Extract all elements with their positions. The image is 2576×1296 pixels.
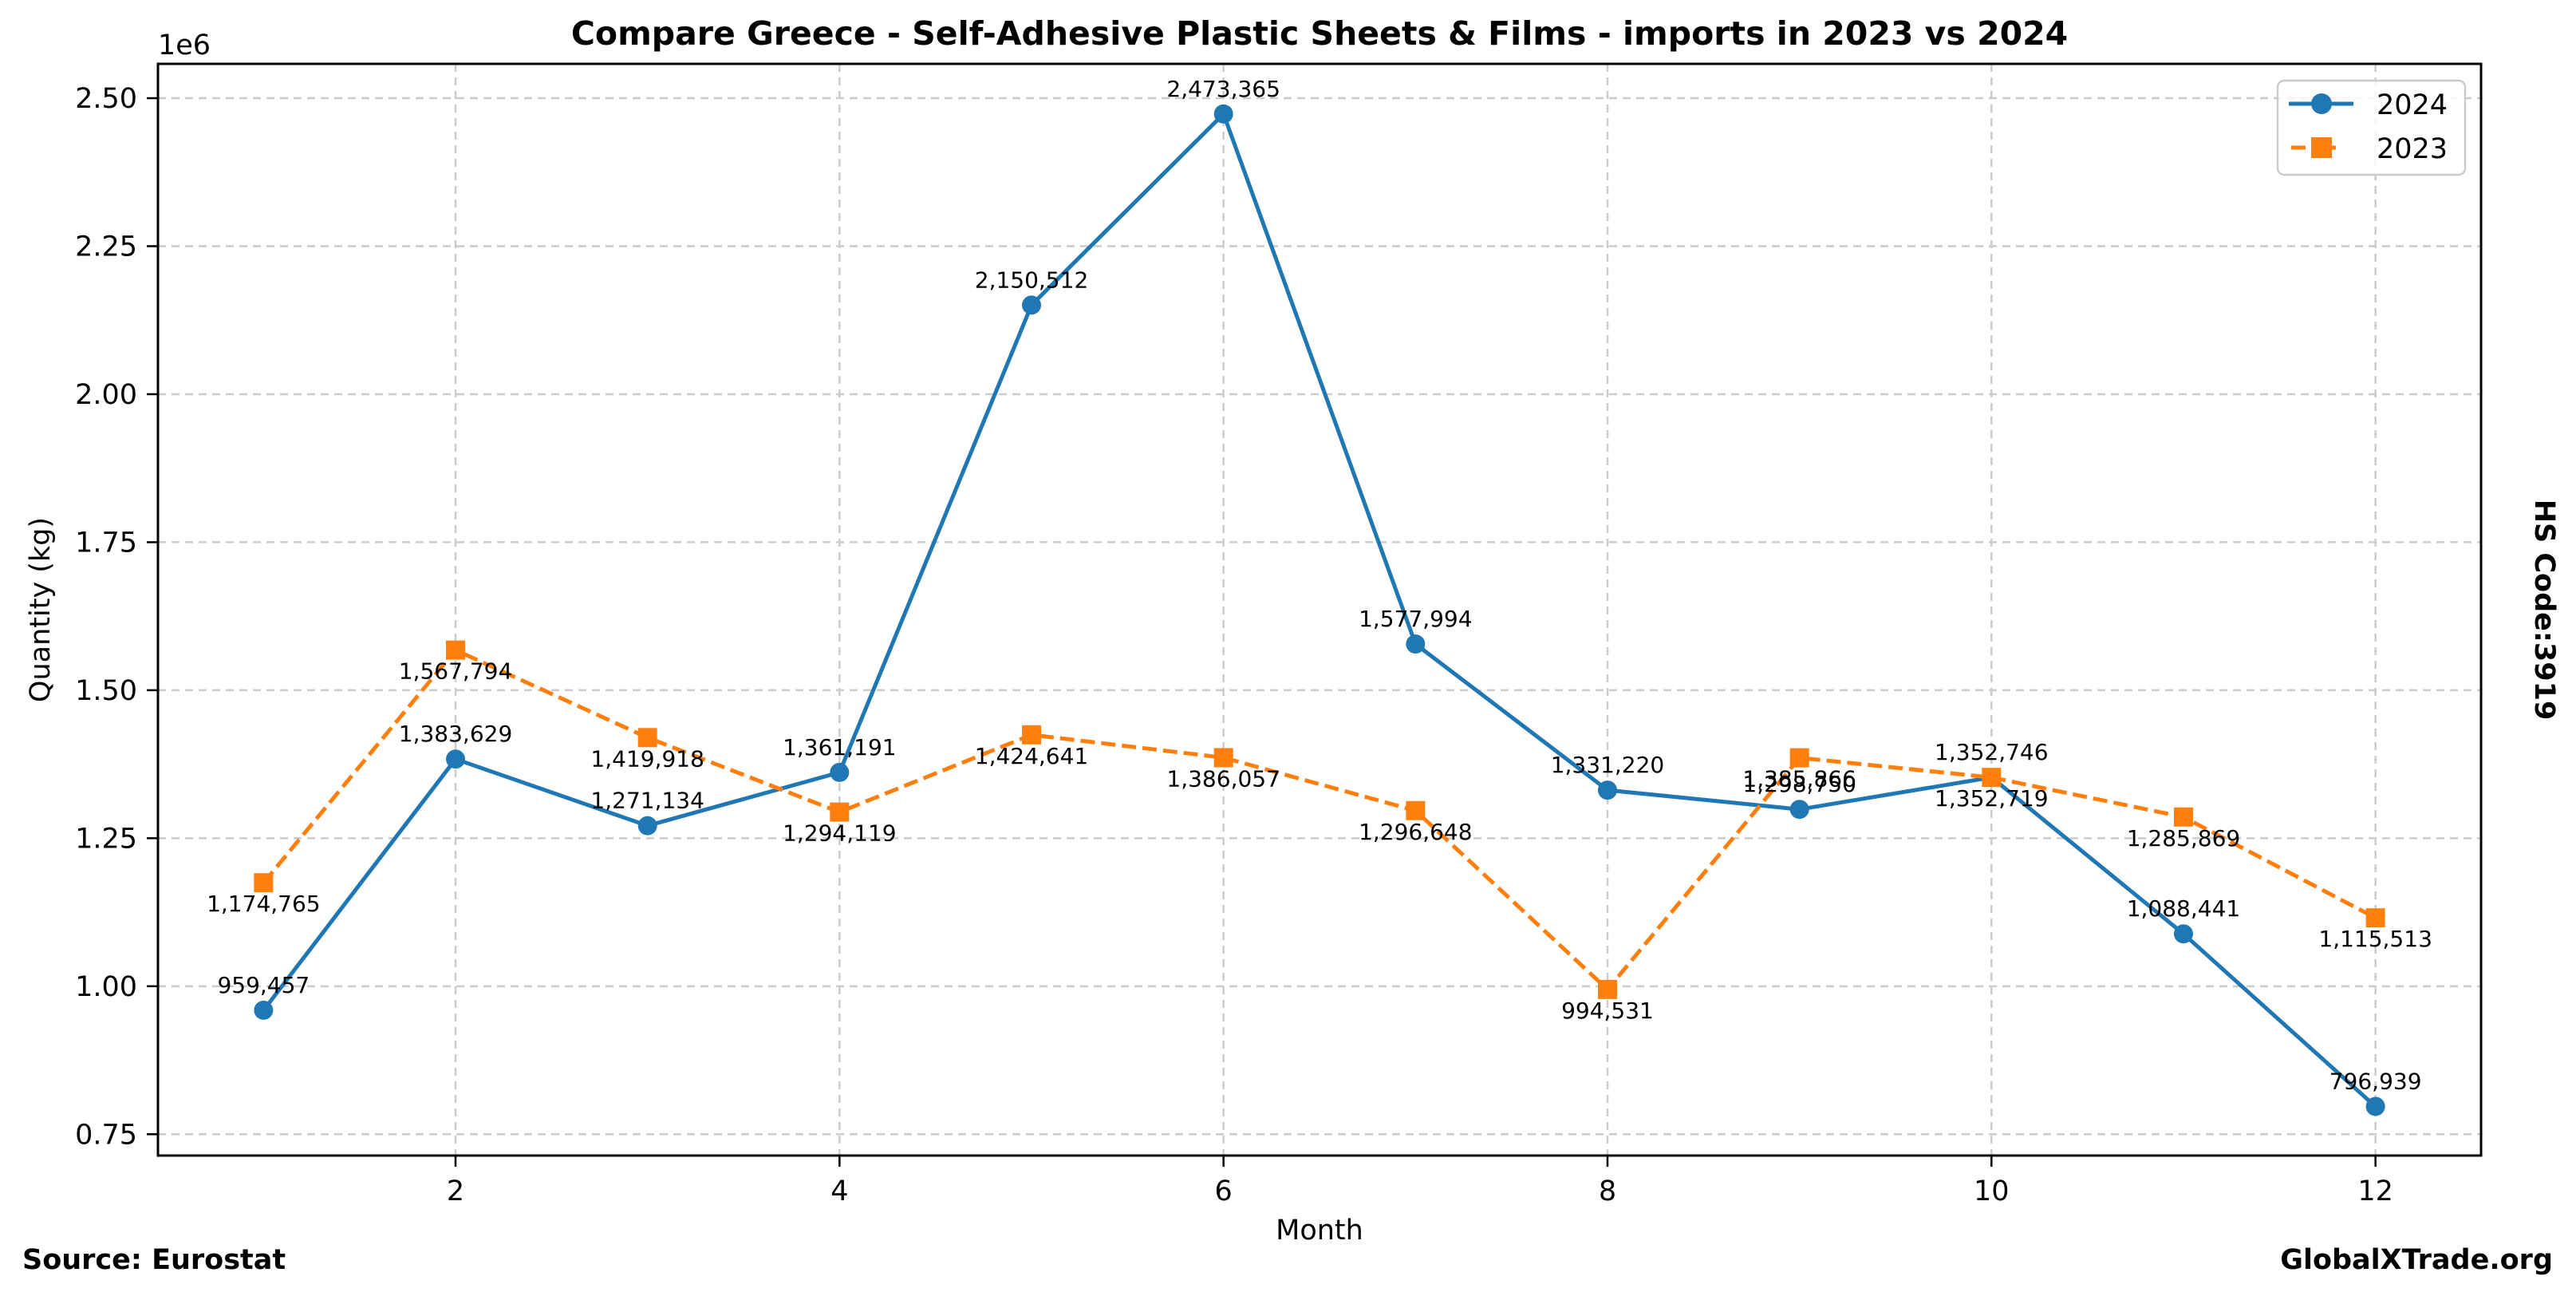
y-tick-label: 2.50 [75,83,137,115]
series-2024-point [2365,1096,2385,1116]
data-labels: 959,457 1,383,629 1,271,134 1,361,191 2,150,… [207,76,2432,1095]
y-tick-label: 1.00 [75,971,137,1003]
series-2024-data-label: 1,271,134 [590,788,704,814]
series-layer [254,104,2385,1116]
series-2023-data-label: 1,424,641 [975,743,1089,769]
y-tick-label: 2.00 [75,379,137,411]
legend: 2024 2023 [2276,79,2467,176]
series-2023-point [2173,807,2193,827]
series-2024-data-label: 1,361,191 [783,734,897,761]
series-2023-data-label: 994,531 [1561,998,1654,1024]
series-2024-line [262,112,2377,1108]
legend-label: 2024 [2377,89,2448,121]
x-tick-label: 8 [1599,1175,1616,1207]
series-2024-point [1597,780,1617,800]
series-2024-point [1789,800,1809,820]
y-scale-label: 1e6 [158,30,211,61]
series-2023-data-label: 1,352,719 [1935,785,2049,812]
series-2023-point [446,640,466,660]
series-2023-point [254,873,274,893]
series-2024-data-label: 1,577,994 [1359,606,1473,632]
series-2023-point [1022,725,1042,745]
series-2023-data-label: 1,386,057 [1166,765,1280,792]
x-axis-label: Month [1276,1215,1363,1247]
series-2023-data-label: 1,285,869 [2127,825,2241,851]
series-2023-data-label: 1,419,918 [590,745,704,772]
series-2024-point [637,816,657,836]
legend-item-2023: 2023 [2291,133,2448,165]
x-tick-label: 6 [1215,1175,1233,1207]
series-2023-data-label: 1,174,765 [207,891,321,917]
series-2024-data-label: 1,383,629 [399,721,513,747]
series-2023-data-label: 1,567,794 [399,658,513,685]
series-2023-point [830,802,850,822]
series-2023-data-label: 1,385,866 [1742,766,1856,792]
series-2023-point [1406,800,1426,820]
series-2023-point [1597,979,1617,999]
series-2024-point [1406,634,1426,654]
series-2023-data-label: 1,115,513 [2318,926,2432,952]
series-2023-point [1982,768,2002,788]
x-tick-label: 12 [2357,1175,2393,1207]
series-2024-point [830,762,850,782]
axes: 0.75 1.00 1.25 1.50 1.75 2.00 2.25 2.50 2 4 6 8 10 12 [75,83,2393,1207]
series-2024-data-label: 2,150,512 [975,267,1089,293]
legend-square-marker-icon [2311,137,2332,158]
x-tick-label: 10 [1974,1175,2010,1207]
hs-code-note: HS Code:3919 [2528,500,2560,721]
series-2024-data-label: 959,457 [217,972,310,998]
y-tick-label: 1.75 [75,527,137,559]
legend-circle-marker-icon [2311,93,2332,114]
series-2024-data-label: 1,331,220 [1551,752,1665,778]
series-2023-data-label: 1,294,119 [783,820,897,847]
source-note: Source: Eurostat [22,1244,286,1276]
y-tick-label: 1.50 [75,675,137,707]
series-2024-point [1213,104,1233,124]
brand-note: GlobalXTrade.org [2280,1244,2553,1276]
plot-frame [156,62,2483,1157]
series-2024-data-label: 1,352,746 [1935,739,2049,765]
chart-title: Compare Greece - Self-Adhesive Plastic S… [571,14,2068,53]
series-2024-data-label: 1,298,750 [1742,771,1856,797]
series-2023-point [2365,908,2385,928]
series-2023-point [637,728,657,748]
y-tick-label: 0.75 [75,1119,137,1151]
series-2024-data-label: 796,939 [2329,1068,2422,1094]
y-tick-label: 2.25 [75,231,137,263]
x-tick-label: 4 [830,1175,848,1207]
series-2023-point [1789,748,1809,768]
series-2024-data-label: 2,473,365 [1166,76,1280,102]
legend-label: 2023 [2377,133,2448,165]
series-2024-point [2173,924,2193,944]
x-tick-label: 2 [447,1175,464,1207]
legend-item-2024: 2024 [2289,89,2448,121]
y-axis-label: Quantity (kg) [25,517,57,702]
series-2023-line [262,648,2377,992]
y-tick-label: 1.25 [75,823,137,855]
series-2024-point [254,1000,274,1020]
series-2023-point [1213,748,1233,768]
series-2024-point [446,749,466,769]
series-2024-data-label: 1,088,441 [2127,895,2241,922]
series-2024-point [1022,295,1042,315]
series-2023-data-label: 1,296,648 [1359,819,1473,845]
